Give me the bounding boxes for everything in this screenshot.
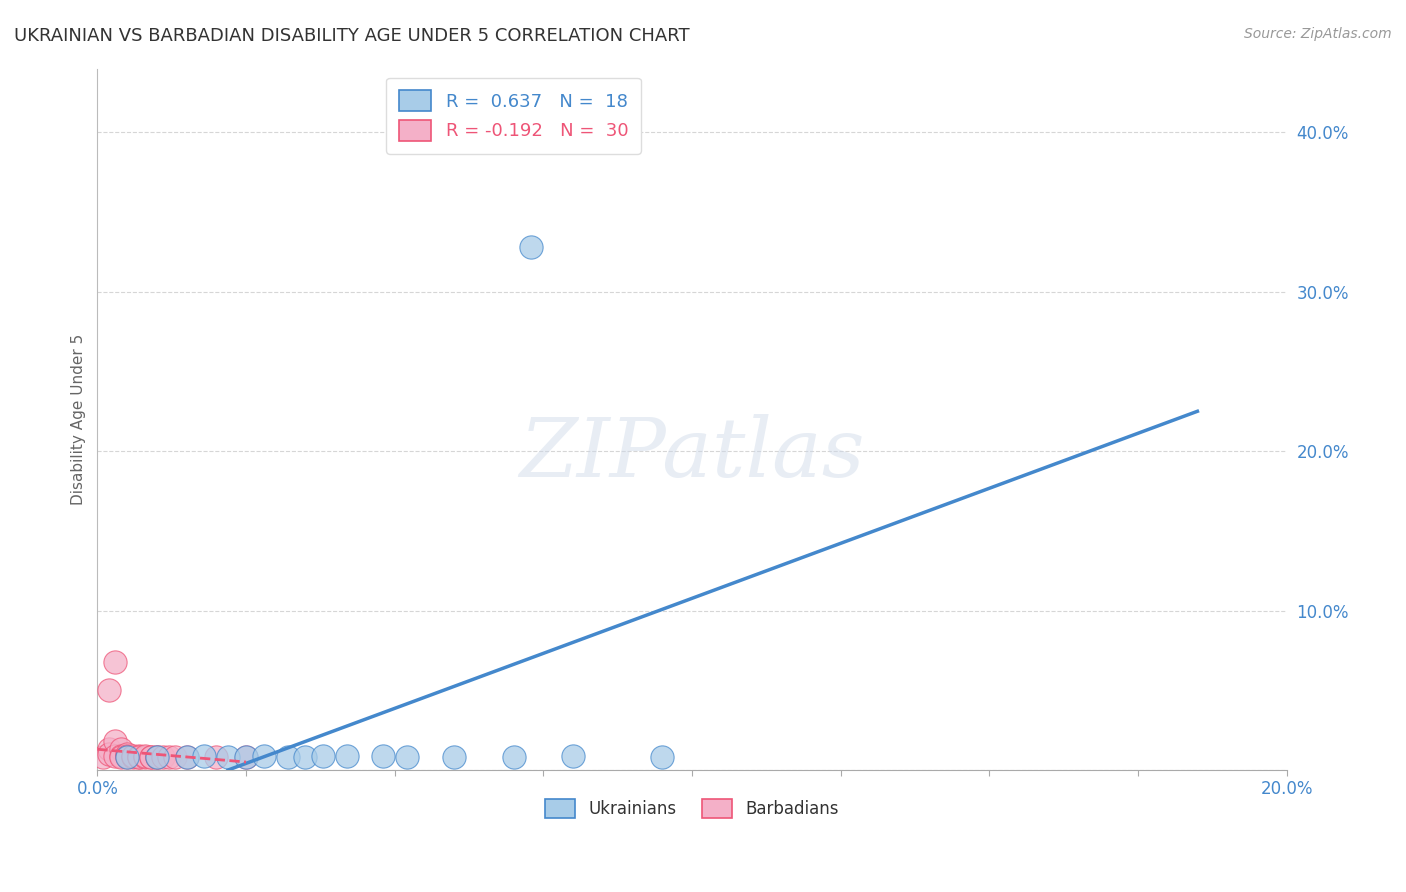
Point (110, 742, 132, 756)
Point (395, 750, 418, 764)
Point (115, 747, 138, 761)
Point (562, 748, 585, 763)
Point (235, 750, 257, 764)
Point (217, 750, 239, 764)
Point (128, 750, 150, 764)
Point (98, 742, 121, 756)
Point (98, 747, 121, 761)
Point (277, 750, 299, 764)
Point (104, 748, 127, 763)
Point (146, 750, 169, 764)
Point (152, 750, 174, 764)
Point (104, 734, 127, 748)
Point (205, 750, 228, 764)
Text: ZIPatlas: ZIPatlas (519, 414, 865, 494)
Point (128, 750, 150, 764)
Point (115, 748, 138, 763)
Point (235, 750, 257, 764)
Point (253, 748, 276, 763)
Point (91, 750, 114, 764)
Point (176, 750, 198, 764)
Point (115, 750, 138, 764)
Point (146, 750, 169, 764)
Point (122, 750, 145, 764)
Point (128, 748, 150, 763)
Point (312, 748, 335, 763)
Point (146, 750, 169, 764)
Point (163, 750, 186, 764)
Point (104, 655, 127, 669)
Point (110, 748, 132, 763)
Point (371, 748, 394, 763)
Point (520, 240, 543, 254)
Point (502, 750, 524, 764)
Point (139, 750, 162, 764)
Point (336, 748, 359, 763)
Y-axis label: Disability Age Under 5: Disability Age Under 5 (72, 334, 86, 505)
Legend: Ukrainians, Barbadians: Ukrainians, Barbadians (538, 792, 845, 825)
Point (139, 750, 162, 764)
Point (134, 748, 156, 763)
Point (115, 750, 138, 764)
Text: UKRAINIAN VS BARBADIAN DISABILITY AGE UNDER 5 CORRELATION CHART: UKRAINIAN VS BARBADIAN DISABILITY AGE UN… (14, 27, 690, 45)
Text: Source: ZipAtlas.com: Source: ZipAtlas.com (1244, 27, 1392, 41)
Point (110, 750, 132, 764)
Point (176, 750, 198, 764)
Point (443, 750, 465, 764)
Point (193, 748, 215, 763)
Point (157, 750, 180, 764)
Point (98, 683, 121, 698)
Point (122, 748, 145, 763)
Point (651, 750, 673, 764)
Point (134, 750, 156, 764)
Point (294, 750, 316, 764)
